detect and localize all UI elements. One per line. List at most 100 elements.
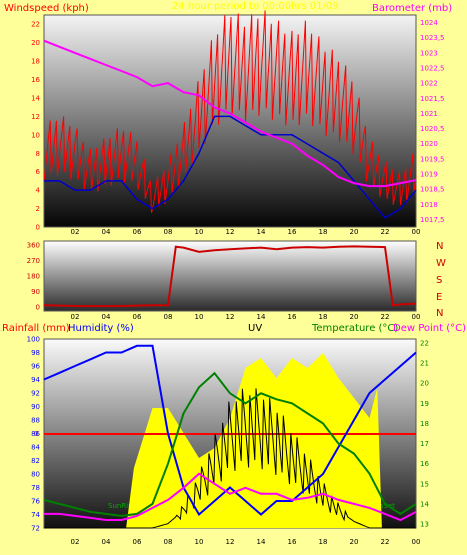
wind-y-tick: 6 [36, 168, 41, 176]
x-tick-mid: 16 [288, 313, 297, 321]
temperature-y-tick: 14 [420, 500, 429, 508]
temperature-y-tick: 13 [420, 520, 429, 528]
baro-y-tick: 1021 [420, 110, 438, 118]
wind-panel [43, 14, 417, 228]
humidity-y-tick: 82 [31, 457, 40, 465]
barometer-label: Barometer (mb) [372, 3, 452, 14]
humidity-y-tick: 76 [31, 498, 40, 506]
wind-y-tick: 14 [31, 94, 40, 102]
temperature-y-tick: 16 [420, 460, 429, 468]
x-tick-top: 14 [257, 228, 266, 236]
x-tick-bot: 04 [102, 538, 111, 546]
humidity-y-tick: 80 [31, 471, 40, 479]
humidity-y-tick: 84 [31, 444, 40, 452]
humidity-y-tick: 100 [27, 336, 40, 344]
x-tick-bot: 12 [226, 538, 235, 546]
wind-y-tick: 22 [31, 21, 40, 29]
wind-gust-line [43, 10, 417, 213]
wind-y-tick: 4 [36, 187, 41, 195]
temperature-y-tick: 15 [420, 480, 429, 488]
sunset-label: SunSet [370, 502, 395, 510]
x-tick-bot: 06 [133, 538, 142, 546]
humidity-y-tick: 74 [31, 511, 40, 519]
direction-y-tick: 90 [31, 288, 40, 296]
direction-letter-s: S [436, 275, 442, 286]
baro-y-tick: 1019,5 [420, 155, 445, 163]
x-tick-bot: 16 [288, 538, 297, 546]
x-tick-bot: 10 [195, 538, 204, 546]
temperature-y-tick: 19 [420, 400, 429, 408]
baro-y-tick: 1020 [420, 140, 438, 148]
temperature-y-tick: 17 [420, 440, 429, 448]
wind-y-tick: 12 [31, 113, 40, 121]
baro-y-tick: 1018 [420, 201, 438, 209]
x-tick-bot: 14 [257, 538, 266, 546]
x-tick-mid: 20 [350, 313, 359, 321]
temperature-label: Temperature (°C) [311, 323, 398, 334]
humidity-y-tick: 96 [31, 363, 40, 371]
wind-y-tick: 2 [36, 205, 40, 213]
x-tick-mid: 00 [412, 313, 421, 321]
direction-letter-w: W [436, 258, 446, 269]
wind-y-tick: 20 [31, 39, 40, 47]
x-tick-mid: 14 [257, 313, 266, 321]
x-tick-mid: 08 [164, 313, 173, 321]
baro-y-tick: 1020,5 [420, 125, 445, 133]
x-tick-top: 20 [350, 228, 359, 236]
x-tick-bot: 22 [381, 538, 390, 546]
temperature-y-tick: 18 [420, 420, 429, 428]
x-tick-bot: 00 [412, 538, 421, 546]
humidity-y-tick: 72 [31, 525, 40, 533]
baro-y-tick: 1019 [420, 171, 438, 179]
baro-y-tick: 1017,5 [420, 216, 445, 224]
direction-letter-n1: N [436, 241, 443, 252]
wind-y-tick: 8 [36, 150, 40, 158]
sunrise-label: SunRise [108, 502, 136, 510]
direction-y-tick: 360 [27, 242, 40, 250]
baro-y-tick: 1022 [420, 80, 438, 88]
x-tick-mid: 12 [226, 313, 235, 321]
humidity-y-tick: 90 [31, 403, 40, 411]
humidity-y-tick: 78 [31, 484, 40, 492]
baro-y-tick: 1022,5 [420, 65, 445, 73]
temperature-y-tick: 20 [420, 380, 429, 388]
x-tick-mid: 04 [102, 313, 111, 321]
direction-letter-e: E [436, 292, 442, 303]
x-tick-top: 08 [164, 228, 173, 236]
x-tick-mid: 22 [381, 313, 390, 321]
uv-label: UV [248, 323, 262, 334]
x-tick-bot: 02 [71, 538, 80, 546]
humidity-line [43, 344, 417, 517]
x-tick-top: 10 [195, 228, 204, 236]
direction-letter-n2: N [436, 308, 443, 319]
temperature-y-tick: 22 [420, 340, 429, 348]
baro-y-tick: 1024 [420, 19, 438, 27]
baro-y-tick: 1023,5 [420, 34, 445, 42]
x-tick-mid: 18 [319, 313, 328, 321]
x-tick-mid: 02 [71, 313, 80, 321]
humidity-y-tick: 94 [31, 376, 40, 384]
x-tick-bot: 08 [164, 538, 173, 546]
humidity-y-tick: 98 [31, 349, 40, 357]
baro-y-tick: 1018,5 [420, 186, 445, 194]
x-tick-top: 16 [288, 228, 297, 236]
x-tick-top: 22 [381, 228, 390, 236]
wind-y-tick: 0 [36, 224, 40, 232]
baro-y-tick: 1021,5 [420, 95, 445, 103]
x-tick-top: 02 [71, 228, 80, 236]
wind-direction-line [43, 245, 417, 308]
dewpoint-line [44, 472, 417, 522]
x-tick-top: 06 [133, 228, 142, 236]
direction-y-tick: 270 [27, 257, 40, 265]
wind-y-tick: 18 [31, 58, 40, 66]
rainfall-label: Rainfall (mm) [2, 323, 70, 334]
uv-line [44, 388, 416, 529]
wind-average-line [44, 115, 417, 219]
barometer-line [43, 39, 417, 188]
wind-y-tick: 10 [31, 131, 40, 139]
humidity-y-tick: 92 [31, 390, 40, 398]
x-tick-top: 00 [412, 228, 421, 236]
x-tick-bot: 20 [350, 538, 359, 546]
x-tick-top: 18 [319, 228, 328, 236]
